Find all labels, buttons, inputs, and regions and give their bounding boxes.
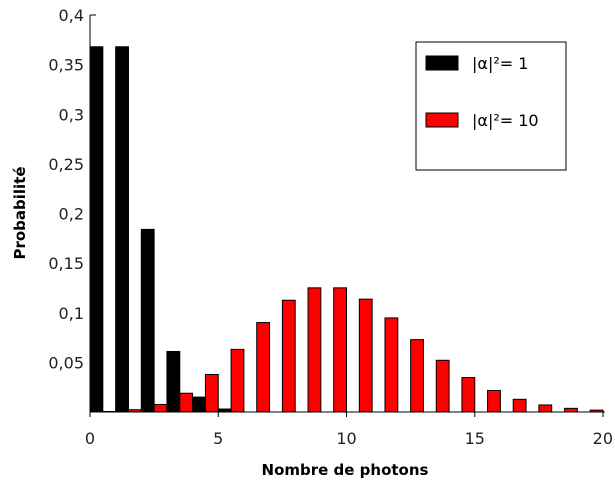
y-axis-title: Probabilité	[11, 166, 29, 259]
x-tick-label: 0	[85, 429, 95, 448]
x-ticks: 0 5 10 15 20	[85, 412, 613, 448]
bar-series-2-x-15	[461, 377, 476, 413]
y-tick-label: 0,05	[48, 353, 84, 372]
bar-series-2-x-4	[179, 392, 194, 413]
legend-swatch-series-1	[425, 55, 459, 71]
bar-series-2-x-3	[153, 403, 168, 413]
legend-label-series-2: |α|²= 10	[472, 111, 539, 130]
legend-label-series-1: |α|²= 1	[472, 54, 528, 73]
bar-series-1-x-4	[192, 396, 206, 413]
bar-series-2-x-17	[512, 398, 527, 413]
x-tick-label: 15	[465, 429, 485, 448]
y-tick-label: 0,25	[48, 155, 84, 174]
bar-series-1-x-0	[89, 46, 104, 413]
bar-series-2-x-19	[564, 407, 578, 413]
y-tick-label: 0,35	[48, 56, 84, 75]
y-tick-label: 0,3	[59, 105, 84, 124]
bar-series-1-x-3	[166, 350, 181, 413]
y-tick-label: 0,2	[59, 205, 84, 224]
x-tick-label: 5	[213, 429, 223, 448]
x-axis-title: Nombre de photons	[262, 461, 429, 479]
y-ticks: 0,05 0,1 0,15 0,2 0,25 0,3 0,35 0,4	[48, 6, 96, 372]
bar-series-2-x-16	[487, 389, 501, 413]
bar-series-2-x-8	[281, 299, 296, 413]
bar-series-2-x-11	[358, 298, 373, 413]
legend-swatch-series-2	[425, 112, 459, 128]
bar-series-1-x-2	[140, 228, 155, 413]
y-tick-label: 0,1	[59, 304, 84, 323]
bar-series-2-x-13	[410, 339, 424, 413]
bar-series-2-x-18	[538, 404, 553, 413]
bars-layer	[89, 46, 604, 413]
bar-series-2-x-12	[384, 317, 399, 413]
bar-series-2-x-5	[204, 373, 219, 413]
bar-series-2-x-14	[435, 359, 450, 413]
x-tick-label: 10	[336, 429, 356, 448]
y-tick-label: 0,4	[59, 6, 84, 25]
x-tick-label: 20	[593, 429, 613, 448]
bar-series-2-x-9	[307, 287, 322, 413]
legend: |α|²= 1 |α|²= 10	[415, 41, 567, 171]
y-tick-label: 0,15	[48, 254, 84, 273]
bar-series-2-x-6	[230, 348, 245, 413]
bar-series-2-x-10	[333, 287, 347, 413]
bar-series-1-x-1	[115, 46, 129, 413]
bar-series-2-x-7	[256, 322, 271, 413]
